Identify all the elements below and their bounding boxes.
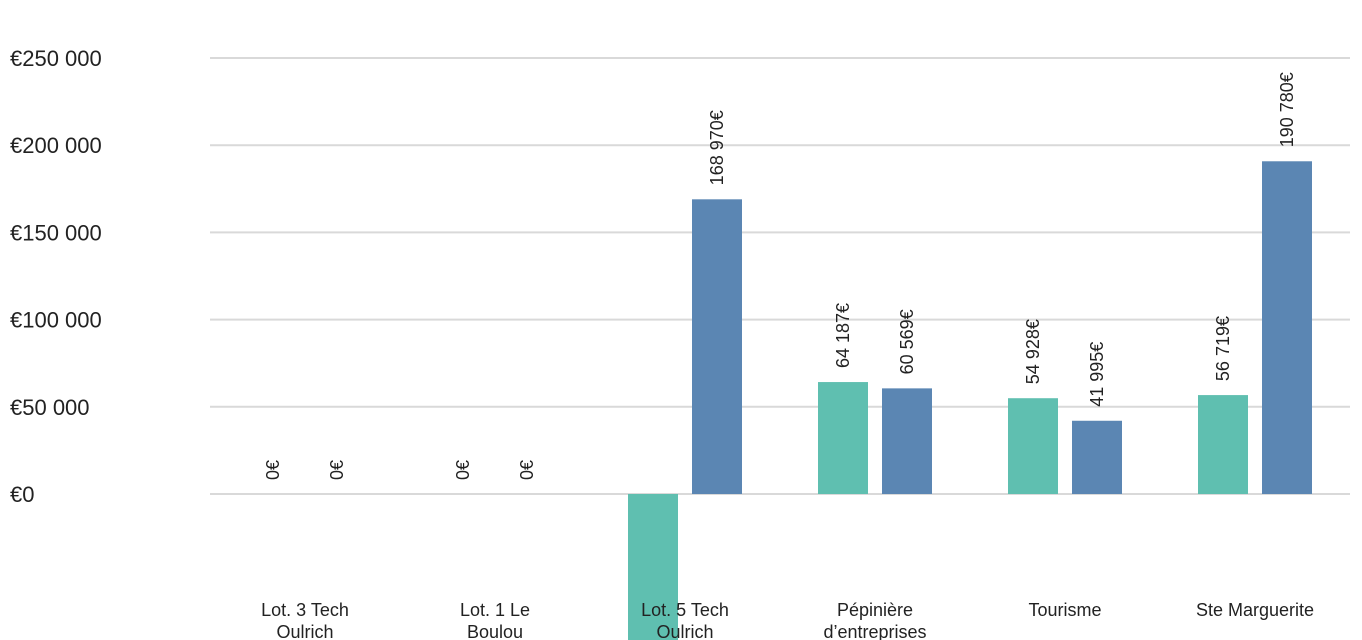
category-label: Lot. 5 Tech <box>641 600 729 620</box>
data-label: 0€ <box>263 460 283 480</box>
category-labels: Lot. 3 Tech Oulrich Lot. 1 Le Boulou Lot. 5 … <box>261 600 1314 640</box>
y-tick-label: €250 000 <box>10 46 102 71</box>
data-label: 41 995€ <box>1087 342 1107 407</box>
category-label: Pépinière <box>837 600 913 620</box>
y-tick-label: €200 000 <box>10 133 102 158</box>
bar <box>628 494 678 640</box>
bar <box>1072 420 1122 494</box>
bar <box>1008 398 1058 494</box>
data-label: 0€ <box>453 460 473 480</box>
grid-lines <box>210 57 1350 495</box>
category-label: d’entreprises <box>823 622 926 640</box>
y-tick-label: €100 000 <box>10 308 102 333</box>
data-label: 60 569€ <box>897 309 917 374</box>
category-label: Ste Marguerite <box>1196 600 1314 620</box>
category-label: Oulrich <box>656 622 713 640</box>
category-label: Tourisme <box>1028 600 1101 620</box>
data-label: 168 970€ <box>707 110 727 185</box>
category-label: Lot. 3 Tech <box>261 600 349 620</box>
bar <box>1198 395 1248 494</box>
y-tick-label: €150 000 <box>10 220 102 245</box>
data-labels: 0€ 0€ 0€ 0€ 168 970€ 64 187€ 60 569€ 54 928€ 41 … <box>263 72 1297 480</box>
y-axis-tick-labels: €0 €50 000 €100 000 €150 000 €200 000 €250 00… <box>10 46 102 507</box>
bar <box>882 388 932 494</box>
category-label: Lot. 1 Le <box>460 600 530 620</box>
y-tick-label: €50 000 <box>10 395 90 420</box>
category-label: Boulou <box>467 622 523 640</box>
bar <box>818 382 868 494</box>
data-label: 0€ <box>327 460 347 480</box>
data-label: 0€ <box>517 460 537 480</box>
bar <box>692 199 742 494</box>
data-label: 190 780€ <box>1277 72 1297 147</box>
data-label: 64 187€ <box>833 303 853 368</box>
data-label: 56 719€ <box>1213 316 1233 381</box>
bars <box>628 161 1312 640</box>
y-tick-label: €0 <box>10 482 34 507</box>
category-label: Oulrich <box>276 622 333 640</box>
data-label: 54 928€ <box>1023 319 1043 384</box>
bar <box>1262 161 1312 495</box>
